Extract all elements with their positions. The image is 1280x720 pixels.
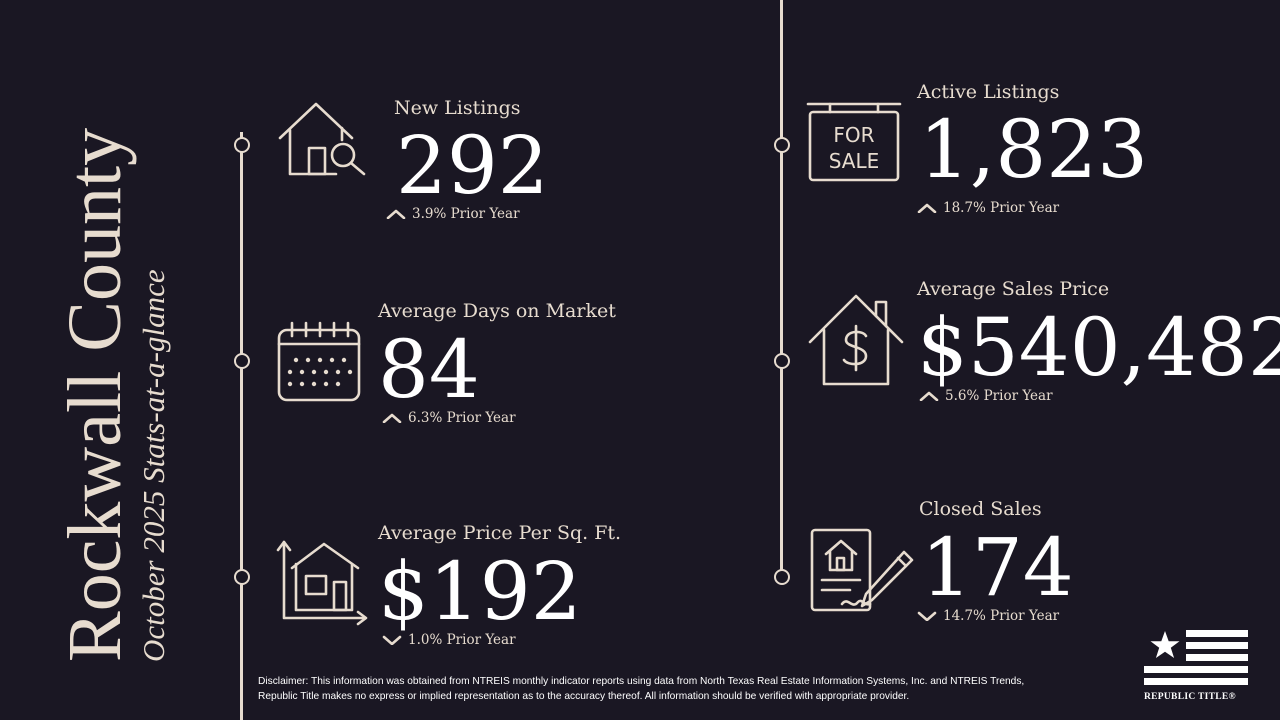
active-listings-change: 18.7% Prior Year <box>917 200 1059 216</box>
timeline-node <box>234 569 250 585</box>
closed-sales-change: 14.7% Prior Year <box>917 608 1059 624</box>
county-title: Rockwall County <box>53 127 137 662</box>
avg-sales-price-label: Average Sales Price <box>917 278 1110 300</box>
avg-days-label: Average Days on Market <box>378 300 616 322</box>
report-subtitle: October 2025 Stats-at-a-glance <box>136 269 171 662</box>
for-sale-sign-icon: FOR SALE <box>806 98 902 184</box>
chevron-up-icon <box>386 209 406 219</box>
avg-days-change: 6.3% Prior Year <box>382 410 516 426</box>
new-listings-value: 292 <box>396 119 549 212</box>
active-listings-label: Active Listings <box>917 81 1060 103</box>
avg-sales-price-value: $540,482 <box>917 301 1280 394</box>
chevron-up-icon <box>917 203 937 213</box>
new-listings-change: 3.9% Prior Year <box>386 206 520 222</box>
new-listings-label: New Listings <box>394 97 521 119</box>
house-search-icon <box>276 100 370 180</box>
house-area-icon <box>274 538 372 626</box>
avg-days-change-text: 6.3% Prior Year <box>408 410 516 426</box>
disclaimer-text: Disclaimer: This information was obtaine… <box>258 676 1025 702</box>
chevron-down-icon <box>917 611 937 621</box>
timeline-node <box>774 353 790 369</box>
timeline-right <box>780 0 783 580</box>
active-listings-value: 1,823 <box>919 103 1149 196</box>
closed-sales-label: Closed Sales <box>919 498 1042 520</box>
logo-text: REPUBLIC TITLE® <box>1144 692 1236 702</box>
active-listings-change-text: 18.7% Prior Year <box>943 200 1060 216</box>
price-sqft-value: $192 <box>378 545 582 638</box>
new-listings-change-text: 3.9% Prior Year <box>412 206 520 222</box>
avg-sales-price-change: 5.6% Prior Year <box>919 388 1053 404</box>
closed-sales-change-text: 14.7% Prior Year <box>943 608 1060 624</box>
avg-sales-price-change-text: 5.6% Prior Year <box>945 388 1053 404</box>
price-sqft-label: Average Price Per Sq. Ft. <box>378 522 622 544</box>
chevron-down-icon <box>382 635 402 645</box>
signed-contract-icon <box>808 526 914 614</box>
timeline-node <box>234 353 250 369</box>
timeline-node <box>774 137 790 153</box>
timeline-node <box>774 569 790 585</box>
republic-title-flag-logo <box>1144 628 1254 708</box>
timeline-left <box>240 132 243 720</box>
price-sqft-change-text: 1.0% Prior Year <box>408 632 516 648</box>
sign-sale-text: SALE <box>829 149 880 173</box>
closed-sales-value: 174 <box>921 521 1074 614</box>
chevron-up-icon <box>919 391 939 401</box>
chevron-up-icon <box>382 413 402 423</box>
house-dollar-icon <box>806 290 906 388</box>
timeline-node <box>234 137 250 153</box>
title-block: Rockwall County October 2025 Stats-at-a-… <box>0 0 200 720</box>
avg-days-value: 84 <box>378 323 480 416</box>
calendar-icon <box>276 320 362 404</box>
sign-for-text: FOR <box>833 123 874 147</box>
price-sqft-change: 1.0% Prior Year <box>382 632 516 648</box>
